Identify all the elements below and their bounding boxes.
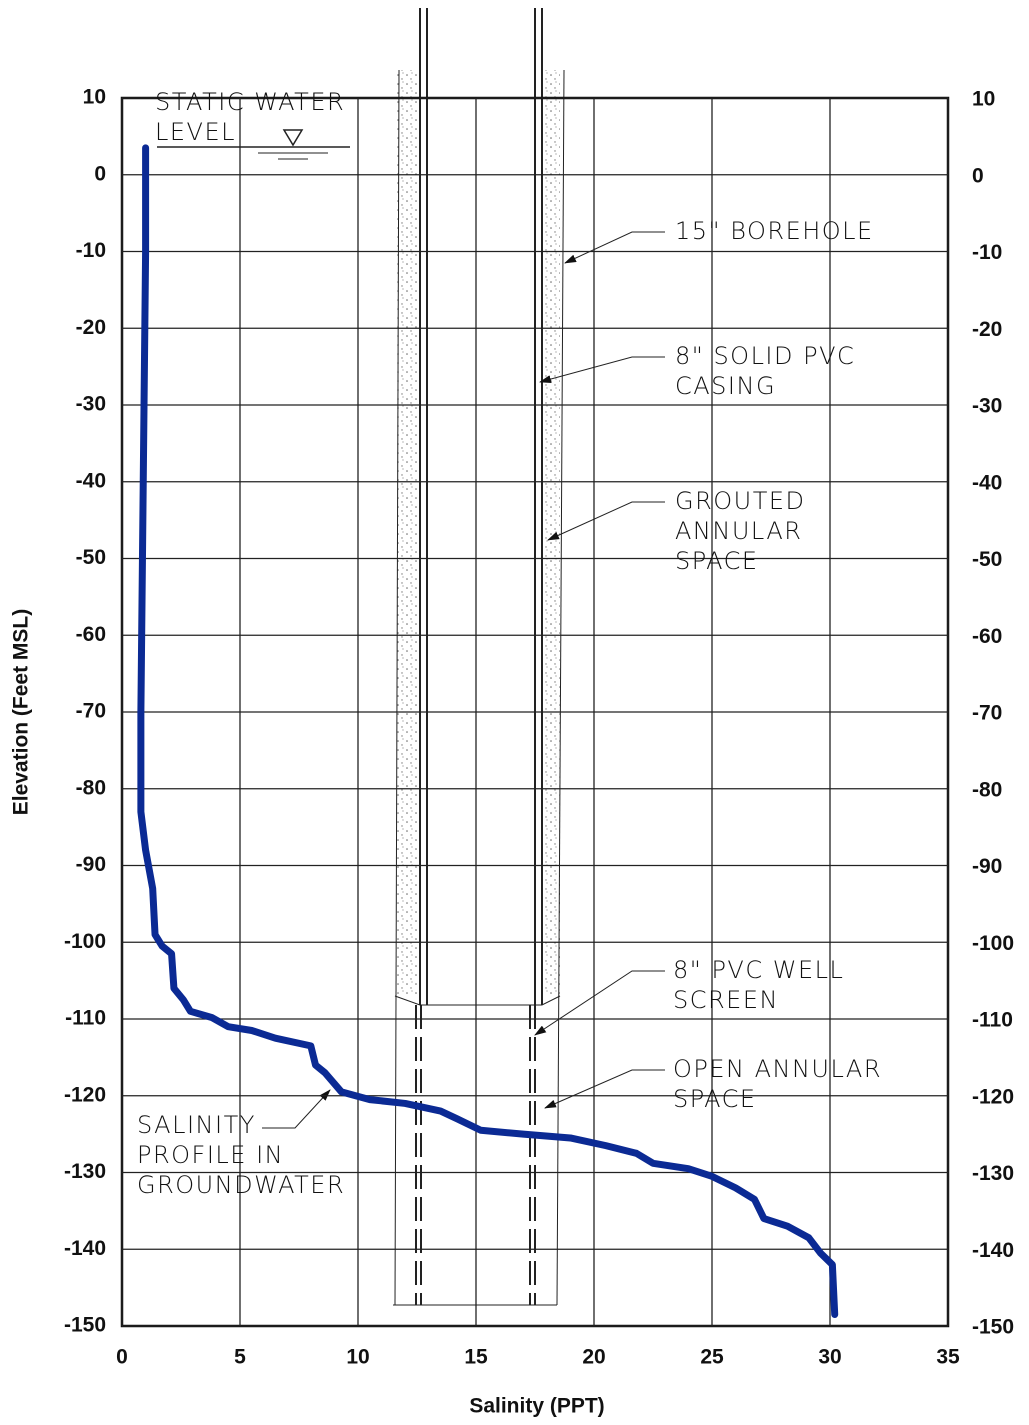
x-tick-label: 10 (346, 1346, 369, 1369)
y-tick-label: -130 (64, 1160, 106, 1183)
y-tick-label: -70 (76, 700, 106, 723)
y-tick-label: -100 (64, 930, 106, 953)
x-tick-label: 5 (234, 1346, 246, 1369)
annotation: SALINITY (137, 1111, 256, 1139)
y2-tick-label: -140 (972, 1239, 1014, 1262)
annotation: STATIC WATER (155, 88, 345, 116)
x-tick-label: 35 (936, 1346, 960, 1369)
x-tick-label: 15 (464, 1346, 488, 1369)
x-tick-label: 30 (818, 1346, 841, 1369)
y-tick-label: -140 (64, 1237, 106, 1260)
annotation: LEVEL (155, 118, 236, 146)
y-tick-label: -150 (64, 1314, 106, 1337)
x-axis-label: Salinity (PPT) (469, 1395, 604, 1418)
y2-tick-label: -100 (972, 932, 1014, 955)
annotation: SCREEN (673, 986, 779, 1014)
y-tick-label: 0 (94, 162, 106, 185)
y2-tick-label: -150 (972, 1316, 1014, 1339)
x-tick-label: 25 (700, 1346, 724, 1369)
y-tick-label: -10 (76, 239, 106, 262)
y2-tick-label: 10 (972, 88, 995, 111)
y-tick-label: -90 (76, 853, 106, 876)
annotation: PROFILE IN (137, 1141, 284, 1169)
y2-tick-label: -60 (972, 625, 1002, 648)
y2-tick-label: 0 (972, 164, 984, 187)
y2-tick-label: -120 (972, 1085, 1014, 1108)
y2-tick-label: -110 (972, 1009, 1013, 1032)
annotation: CASING (675, 372, 776, 400)
annotation: SPACE (673, 1085, 757, 1113)
annotation: 15" BOREHOLE (675, 217, 874, 245)
y-tick-label: -120 (64, 1083, 106, 1106)
y-tick-label: -60 (76, 623, 106, 646)
annotation: GROUNDWATER (137, 1171, 345, 1199)
annotation: 8" PVC WELL (673, 956, 844, 984)
annotation: SPACE (675, 547, 759, 575)
y-axis-label: Elevation (Feet MSL) (10, 609, 33, 816)
y-tick-label: -30 (76, 393, 106, 416)
y-tick-label: -40 (76, 469, 106, 492)
annotation: ANNULAR (675, 517, 802, 545)
annotation: GROUTED (675, 487, 806, 515)
y2-tick-label: -10 (972, 241, 1002, 264)
y-tick-label: -80 (76, 776, 106, 799)
y2-tick-label: -90 (972, 855, 1002, 878)
y-tick-label: -50 (76, 546, 106, 569)
page: Elevation (Feet MSL) Salinity (PPT) 10 10… (0, 0, 1029, 1425)
y2-tick-label: -70 (972, 702, 1002, 725)
salinity-line (141, 148, 835, 1315)
chart: Elevation (Feet MSL) Salinity (PPT) 10 10… (0, 0, 1029, 1425)
y-tick-label: -110 (65, 1007, 106, 1030)
y2-tick-label: -20 (972, 318, 1002, 341)
y-tick-label: 10 (83, 86, 106, 109)
y-tick-label: -20 (76, 316, 106, 339)
y2-tick-label: -40 (972, 471, 1002, 494)
y2-tick-label: -50 (972, 548, 1002, 571)
y2-tick-label: -30 (972, 395, 1002, 418)
y2-tick-label: -130 (972, 1162, 1014, 1185)
x-tick-label: 20 (582, 1346, 605, 1369)
y2-tick-label: -80 (972, 778, 1002, 801)
x-tick-label: 0 (116, 1346, 128, 1369)
annotation: OPEN ANNULAR (673, 1055, 882, 1083)
annotation: 8" SOLID PVC (675, 342, 855, 370)
